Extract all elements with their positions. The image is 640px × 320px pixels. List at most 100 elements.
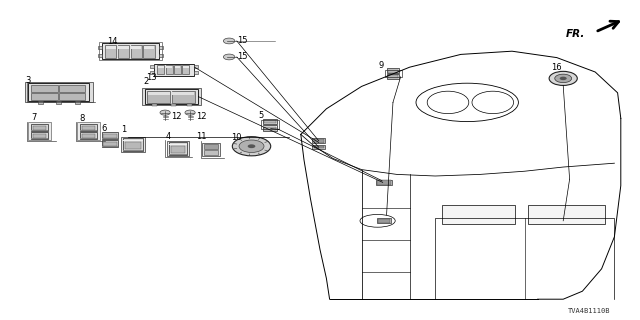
Circle shape xyxy=(223,38,235,44)
Bar xyxy=(385,70,402,77)
Bar xyxy=(59,85,86,92)
Text: 15: 15 xyxy=(237,36,247,44)
Bar xyxy=(28,122,51,140)
Bar xyxy=(121,137,145,152)
Bar xyxy=(143,45,155,58)
Bar xyxy=(104,134,116,138)
Bar xyxy=(148,92,170,95)
Bar xyxy=(31,85,58,92)
Bar xyxy=(204,144,218,149)
Circle shape xyxy=(239,140,264,153)
Bar xyxy=(28,83,90,101)
Bar xyxy=(25,82,93,102)
Bar xyxy=(182,65,189,74)
Bar xyxy=(376,180,392,185)
Bar xyxy=(264,127,276,130)
Bar xyxy=(152,104,157,106)
Bar xyxy=(98,54,102,57)
Bar xyxy=(150,71,154,75)
Bar xyxy=(106,46,116,49)
Bar xyxy=(74,101,79,104)
Bar xyxy=(82,134,95,138)
Text: 7: 7 xyxy=(31,113,36,122)
Bar xyxy=(123,150,143,151)
Text: 1: 1 xyxy=(121,125,126,134)
Circle shape xyxy=(185,110,195,115)
Bar xyxy=(378,219,390,223)
Bar xyxy=(194,65,198,68)
Text: TVA4B1110B: TVA4B1110B xyxy=(568,308,610,314)
Bar xyxy=(102,146,118,147)
Text: 16: 16 xyxy=(552,63,562,72)
Text: 11: 11 xyxy=(196,132,207,141)
Bar xyxy=(202,143,220,156)
Text: FR.: FR. xyxy=(566,29,586,39)
Bar xyxy=(194,71,198,75)
Bar xyxy=(172,92,194,95)
Bar xyxy=(33,134,46,138)
Text: 2: 2 xyxy=(143,77,148,86)
Bar xyxy=(56,101,61,104)
Circle shape xyxy=(560,77,567,80)
Bar xyxy=(388,76,398,78)
Bar xyxy=(142,88,201,105)
Bar xyxy=(99,42,162,60)
Bar xyxy=(158,66,164,68)
Bar xyxy=(125,142,141,149)
Bar xyxy=(442,205,515,224)
Bar xyxy=(31,138,48,139)
Text: 5: 5 xyxy=(259,111,264,120)
Text: 4: 4 xyxy=(166,132,171,140)
Bar xyxy=(102,140,118,147)
Text: 14: 14 xyxy=(107,37,117,46)
Bar xyxy=(131,46,141,49)
Bar xyxy=(102,43,159,59)
Circle shape xyxy=(248,144,255,148)
Bar xyxy=(388,70,398,73)
Bar xyxy=(150,65,154,68)
Text: 15: 15 xyxy=(237,52,247,60)
Bar xyxy=(263,126,277,127)
Bar xyxy=(377,218,391,223)
Bar xyxy=(387,68,399,73)
Bar xyxy=(131,45,142,58)
Bar xyxy=(145,90,198,104)
Bar xyxy=(80,138,97,139)
Bar xyxy=(59,93,86,100)
Bar xyxy=(263,125,277,131)
Bar xyxy=(169,142,187,155)
Bar xyxy=(264,120,276,124)
Bar xyxy=(31,124,48,131)
Text: 12: 12 xyxy=(172,112,182,121)
Bar xyxy=(171,104,176,106)
Circle shape xyxy=(232,137,271,156)
Bar xyxy=(174,65,181,74)
Circle shape xyxy=(160,110,170,115)
Bar xyxy=(169,154,187,155)
Bar xyxy=(312,145,325,149)
Bar xyxy=(118,46,129,49)
Bar xyxy=(171,146,185,153)
Bar xyxy=(82,126,95,130)
Text: 13: 13 xyxy=(147,73,157,82)
Bar xyxy=(80,132,97,139)
Bar xyxy=(312,138,325,143)
Bar xyxy=(80,124,97,131)
Text: 9: 9 xyxy=(379,61,384,70)
Bar xyxy=(387,74,399,79)
Bar xyxy=(80,130,97,131)
Bar xyxy=(104,142,116,146)
Bar xyxy=(166,66,172,68)
Bar xyxy=(187,104,192,106)
Bar xyxy=(157,65,164,74)
Bar xyxy=(159,54,163,57)
Text: 3: 3 xyxy=(25,76,30,85)
Bar xyxy=(204,150,218,155)
Bar xyxy=(183,66,189,68)
Bar xyxy=(102,132,118,139)
Bar xyxy=(31,93,58,100)
Bar xyxy=(159,46,163,49)
Bar xyxy=(175,66,180,68)
Bar xyxy=(38,101,44,104)
Bar xyxy=(33,126,46,130)
